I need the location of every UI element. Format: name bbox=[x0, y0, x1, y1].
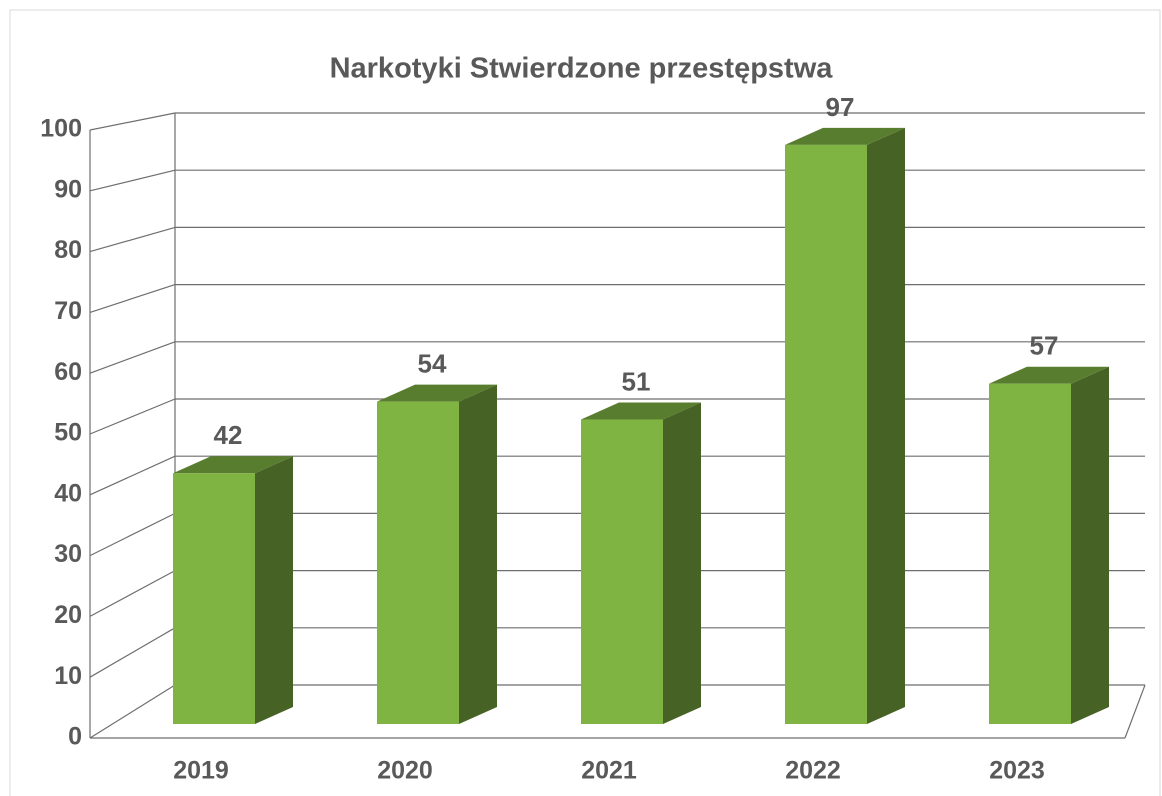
data-label: 42 bbox=[214, 420, 243, 450]
bar-top bbox=[989, 366, 1109, 384]
y-tick-label: 70 bbox=[54, 297, 82, 325]
bar bbox=[377, 401, 459, 724]
y-tick-label: 80 bbox=[54, 236, 82, 264]
data-label: 57 bbox=[1030, 331, 1059, 361]
x-tick-label: 2020 bbox=[377, 757, 433, 785]
y-tick-label: 20 bbox=[54, 601, 82, 629]
data-label: 51 bbox=[622, 366, 651, 396]
y-tick-label: 60 bbox=[54, 358, 82, 386]
bar bbox=[581, 419, 663, 724]
bar-side bbox=[663, 402, 701, 724]
x-tick-label: 2021 bbox=[581, 757, 637, 785]
y-tick-label: 40 bbox=[54, 479, 82, 507]
bar-side bbox=[867, 127, 905, 724]
grid-line bbox=[89, 627, 176, 678]
x-tick-label: 2019 bbox=[173, 757, 229, 785]
bar-side bbox=[459, 384, 497, 724]
grid-line bbox=[89, 169, 176, 192]
bar-side bbox=[255, 456, 293, 724]
grid-line bbox=[89, 455, 176, 496]
x-tick-label: 2022 bbox=[785, 757, 841, 785]
grid-line bbox=[89, 398, 176, 435]
bar bbox=[173, 473, 255, 724]
y-tick-label: 10 bbox=[54, 662, 82, 690]
grid-line bbox=[89, 512, 176, 557]
y-tick-label: 100 bbox=[40, 115, 82, 143]
bar-top bbox=[377, 384, 497, 402]
grid-line bbox=[89, 226, 176, 253]
chart-title: Narkotyki Stwierdzone przestępstwa bbox=[330, 53, 834, 85]
y-tick-label: 50 bbox=[54, 419, 82, 447]
bar-top bbox=[581, 402, 701, 420]
y-tick-label: 30 bbox=[54, 540, 82, 568]
bar bbox=[785, 144, 867, 724]
bar-side bbox=[1071, 366, 1109, 724]
data-label: 54 bbox=[418, 348, 447, 378]
data-label: 97 bbox=[826, 92, 855, 122]
y-tick-label: 0 bbox=[68, 723, 82, 751]
y-tick-label: 90 bbox=[54, 175, 82, 203]
grid-line bbox=[89, 112, 176, 131]
grid-line bbox=[89, 284, 176, 313]
grid-line bbox=[89, 570, 176, 617]
bar-top bbox=[173, 456, 293, 474]
grid-line bbox=[89, 341, 176, 374]
grid-line bbox=[89, 684, 176, 739]
bar bbox=[989, 383, 1071, 724]
x-tick-label: 2023 bbox=[989, 757, 1045, 785]
floor-edge bbox=[1124, 684, 1146, 739]
bar-top bbox=[785, 127, 905, 145]
